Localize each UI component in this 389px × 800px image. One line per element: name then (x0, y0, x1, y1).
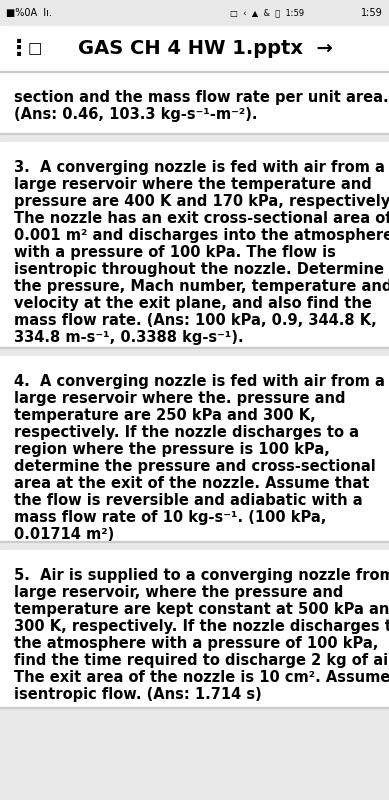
Text: 4.  A converging nozzle is fed with air from a: 4. A converging nozzle is fed with air f… (14, 374, 385, 389)
Text: pressure are 400 K and 170 kPa, respectively.: pressure are 400 K and 170 kPa, respecti… (14, 194, 389, 209)
Text: velocity at the exit plane, and also find the: velocity at the exit plane, and also fin… (14, 296, 372, 311)
Bar (0, 71, 389, 72)
Text: temperature are 250 kPa and 300 K,: temperature are 250 kPa and 300 K, (14, 408, 316, 423)
Text: The exit area of the nozzle is 10 cm². Assume: The exit area of the nozzle is 10 cm². A… (14, 670, 389, 685)
Text: large reservoir where the. pressure and: large reservoir where the. pressure and (14, 391, 345, 406)
Bar (0, 142, 389, 150)
Bar (0, 707, 389, 708)
Text: respectively. If the nozzle discharges to a: respectively. If the nozzle discharges t… (14, 425, 359, 440)
Bar (0, 26, 389, 72)
Text: (Ans: 0.46, 103.3 kg-s⁻¹-m⁻²).: (Ans: 0.46, 103.3 kg-s⁻¹-m⁻²). (14, 107, 258, 122)
Bar (0, 72, 389, 134)
Text: large reservoir, where the pressure and: large reservoir, where the pressure and (14, 585, 343, 600)
Text: the flow is reversible and adiabatic with a: the flow is reversible and adiabatic wit… (14, 493, 363, 508)
Bar (0, 0, 389, 26)
Text: 334.8 m-s⁻¹, 0.3388 kg-s⁻¹).: 334.8 m-s⁻¹, 0.3388 kg-s⁻¹). (14, 330, 244, 345)
Text: ■%0A  lı.: ■%0A lı. (6, 8, 52, 18)
Text: the atmosphere with a pressure of 100 kPa,: the atmosphere with a pressure of 100 kP… (14, 636, 378, 651)
Bar (0, 550, 389, 558)
Text: The nozzle has an exit cross-sectional area of: The nozzle has an exit cross-sectional a… (14, 211, 389, 226)
Bar (0, 708, 389, 800)
Text: mass flow rate of 10 kg-s⁻¹. (100 kPa,: mass flow rate of 10 kg-s⁻¹. (100 kPa, (14, 510, 326, 525)
Text: the pressure, Mach number, temperature and: the pressure, Mach number, temperature a… (14, 279, 389, 294)
Text: find the time required to discharge 2 kg of air.: find the time required to discharge 2 kg… (14, 653, 389, 668)
Text: isentropic throughout the nozzle. Determine: isentropic throughout the nozzle. Determ… (14, 262, 384, 277)
Text: section and the mass flow rate per unit area.: section and the mass flow rate per unit … (14, 90, 389, 105)
Text: 5.  Air is supplied to a converging nozzle from a: 5. Air is supplied to a converging nozzl… (14, 568, 389, 583)
Text: isentropic flow. (Ans: 1.714 s): isentropic flow. (Ans: 1.714 s) (14, 687, 262, 702)
Text: with a pressure of 100 kPa. The flow is: with a pressure of 100 kPa. The flow is (14, 245, 336, 260)
Bar (0, 347, 389, 348)
Text: ⋮: ⋮ (8, 39, 30, 59)
Bar (0, 541, 389, 542)
Text: 0.001 m² and discharges into the atmosphere: 0.001 m² and discharges into the atmosph… (14, 228, 389, 243)
Text: temperature are kept constant at 500 kPa and: temperature are kept constant at 500 kPa… (14, 602, 389, 617)
Text: 3.  A converging nozzle is fed with air from a: 3. A converging nozzle is fed with air f… (14, 160, 385, 175)
Bar (0, 356, 389, 364)
Text: area at the exit of the nozzle. Assume that: area at the exit of the nozzle. Assume t… (14, 476, 370, 491)
Text: 0.01714 m²): 0.01714 m²) (14, 527, 114, 542)
Text: □: □ (28, 42, 42, 57)
Text: 300 K, respectively. If the nozzle discharges to: 300 K, respectively. If the nozzle disch… (14, 619, 389, 634)
Text: large reservoir where the temperature and: large reservoir where the temperature an… (14, 177, 372, 192)
Bar (0, 356, 389, 542)
Text: mass flow rate. (Ans: 100 kPa, 0.9, 344.8 K,: mass flow rate. (Ans: 100 kPa, 0.9, 344.… (14, 313, 377, 328)
Text: □  ‹  ▲  &  ⓞ  1ː59: □ ‹ ▲ & ⓞ 1ː59 (230, 9, 304, 18)
Text: GAS CH 4 HW 1.pptx  →: GAS CH 4 HW 1.pptx → (77, 39, 333, 58)
Text: determine the pressure and cross-sectional: determine the pressure and cross-section… (14, 459, 376, 474)
Text: 1ː59: 1ː59 (361, 8, 383, 18)
Bar (0, 550, 389, 708)
Bar (0, 133, 389, 134)
Text: region where the pressure is 100 kPa,: region where the pressure is 100 kPa, (14, 442, 330, 457)
Bar (0, 142, 389, 348)
